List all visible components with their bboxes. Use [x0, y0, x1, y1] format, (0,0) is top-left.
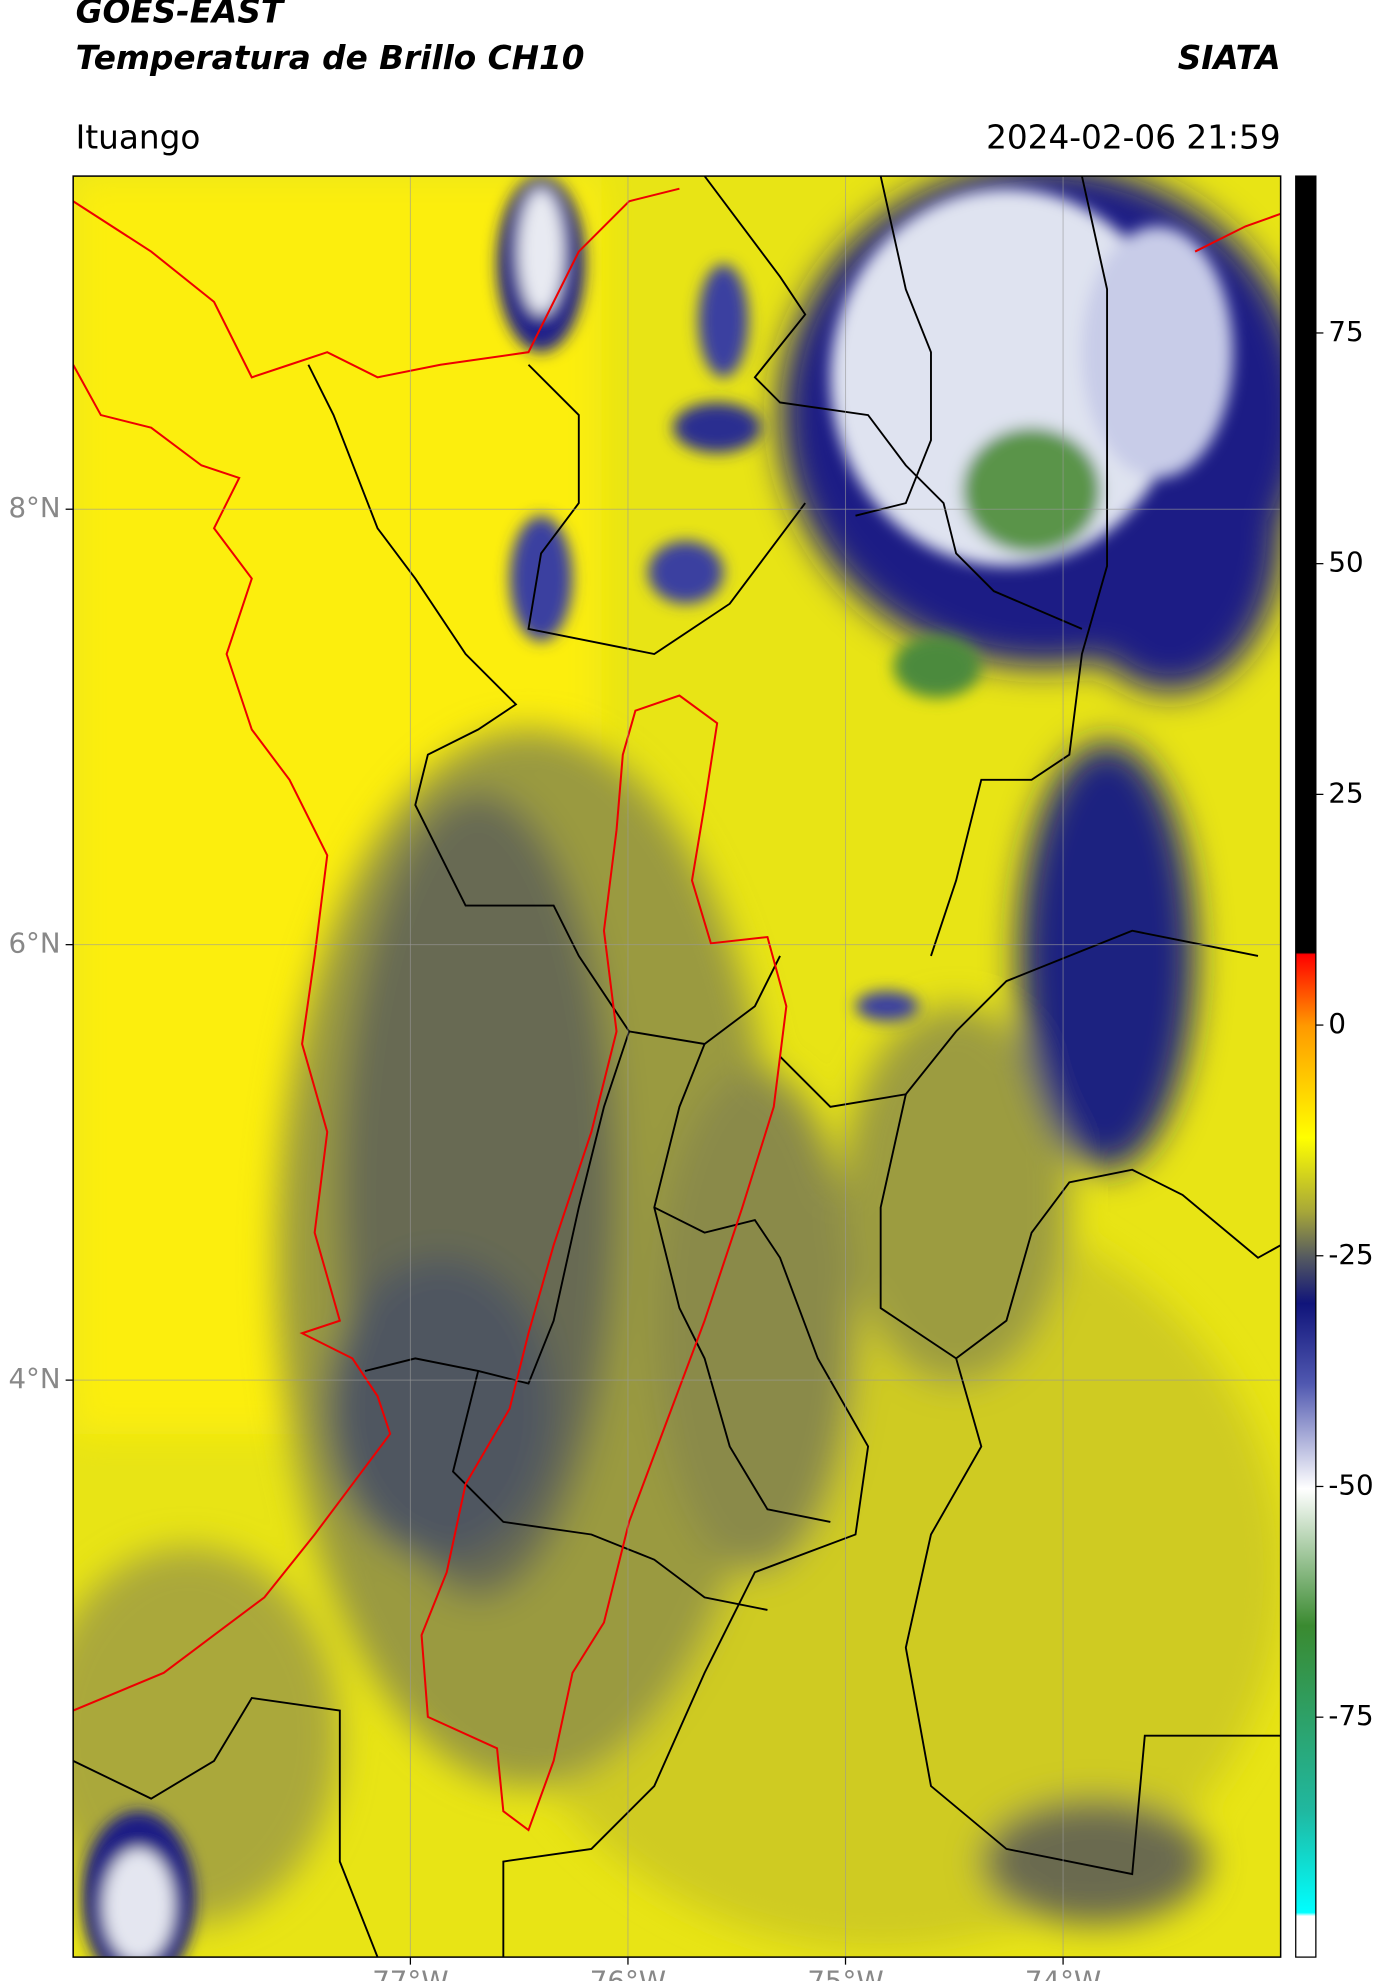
map-imagery [73, 176, 1281, 1958]
location: Ituango [76, 118, 201, 156]
x-tick-label: 74°W [1025, 1964, 1101, 1981]
colorbar-tick-label: -75 [1328, 1699, 1373, 1732]
x-tick-label: 76°W [590, 1964, 666, 1981]
y-tick-label: 6°N [8, 927, 60, 960]
x-tick-label: 77°W [372, 1964, 448, 1981]
datetime: 2024-02-06 21:59 [986, 118, 1281, 156]
colorbar-tick-label: 50 [1328, 546, 1363, 579]
colorbar-tick-label: 0 [1328, 1007, 1346, 1040]
colorbar-tick-label: -50 [1328, 1468, 1373, 1501]
title: GOES-EAST [76, 0, 286, 31]
grid-layer [73, 176, 1281, 1958]
y-tick-label: 8°N [8, 491, 60, 524]
subtitle: Temperatura de Brillo CH10 [76, 39, 585, 77]
map-frame [72, 175, 1282, 1958]
x-tick-label: 75°W [807, 1964, 883, 1981]
y-tick-label: 4°N [8, 1362, 60, 1395]
colorbar-tick-label: 75 [1328, 315, 1363, 348]
colorbar-tick-label: -25 [1328, 1238, 1373, 1271]
colorbar [1295, 175, 1317, 1958]
source: SIATA [1178, 39, 1281, 77]
colorbar-tick-label: 25 [1328, 776, 1363, 809]
